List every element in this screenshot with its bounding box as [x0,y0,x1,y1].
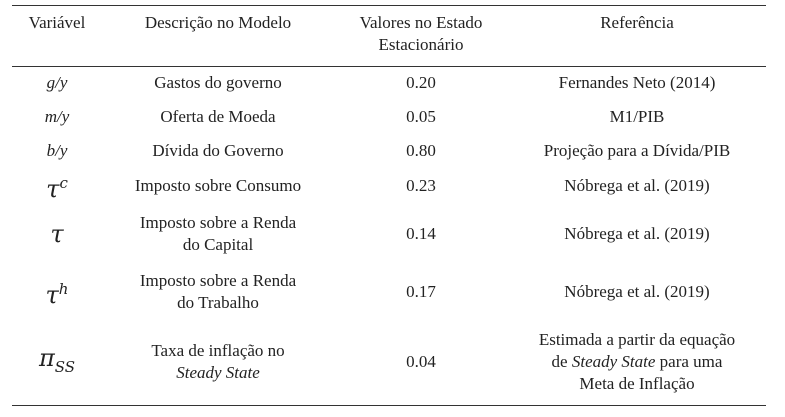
description: Imposto sobre a Renda do Capital [102,204,334,265]
row: m/y Oferta de Moeda 0.05 M1/PIB [12,100,766,134]
header-row: Variável Descrição no Modelo Valores no … [12,5,766,67]
reference: Fernandes Neto (2014) [558,73,716,93]
value: 0.80 [406,140,436,160]
description-line: do Trabalho [177,293,259,312]
variable: g/y [46,73,68,93]
description: Taxa de inflação no Steady State [102,320,334,406]
reference-line: de Steady State para uma [508,351,766,373]
reference: Nóbrega et al. (2019) [564,224,710,243]
description: Imposto sobre Consumo [134,175,302,195]
row: τ Imposto sobre a Renda do Capital 0.14 N… [12,204,766,265]
value: 0.05 [406,106,436,126]
description: Imposto sobre a Renda do Trabalho [102,265,334,320]
header-line: Estacionário [378,35,464,54]
description-line: do Capital [182,235,254,254]
reference: Estimada a partir da equação de Steady St… [508,320,766,406]
header-cell: Variável [28,13,86,32]
row: τh Imposto sobre a Renda do Trabalho 0.17… [12,265,766,320]
variable: b/y [46,140,68,160]
reference: Nóbrega et al. (2019) [564,175,710,195]
value: 0.04 [406,352,436,372]
variable: τh [12,265,102,320]
variable: τc [12,168,102,204]
header-cell: Valores no Estado Estacionário [334,6,508,67]
description-line: Steady State [176,363,260,383]
superscript: h [58,280,69,298]
reference: M1/PIB [609,106,665,126]
variable: m/y [44,106,70,126]
variable: τ [12,204,102,265]
reference-text: para uma [655,352,723,372]
reference-text: Steady State [571,352,656,372]
row: τc Imposto sobre Consumo 0.23 Nóbrega et… [12,168,766,204]
superscript: c [59,173,68,192]
reference-line: Meta de Inflação [579,374,695,394]
description: Oferta de Moeda [160,106,276,126]
header-cell: Descrição no Modelo [144,13,292,32]
symbol: τ [45,281,59,309]
description: Dívida do Governo [152,140,284,160]
value: 0.17 [406,282,436,301]
header-line: Valores no Estado [359,13,483,32]
header-cell: Referência [600,13,674,32]
symbol: τ [50,220,64,248]
symbol: τ [46,174,60,203]
symbol: π [38,343,55,372]
description-line: Taxa de inflação no [151,341,285,361]
reference-text: de [551,352,572,372]
variable: πSS [12,320,102,406]
row: g/y Gastos do governo 0.20 Fernandes Net… [12,67,766,100]
reference: Projeção para a Dívida/PIB [543,140,731,160]
value: 0.20 [406,73,436,93]
row: b/y Dívida do Governo 0.80 Projeção para… [12,134,766,168]
row: πSS Taxa de inflação no Steady State 0.04… [12,320,766,406]
description-line: Imposto sobre a Renda [139,271,297,290]
value: 0.23 [406,175,436,195]
value: 0.14 [406,224,436,243]
reference: Nóbrega et al. (2019) [564,282,710,301]
reference-line: Estimada a partir da equação [538,330,736,350]
description-line: Imposto sobre a Renda [139,213,297,232]
subscript: SS [54,357,76,376]
table: Variável Descrição no Modelo Valores no … [12,5,766,406]
description: Gastos do governo [154,73,282,93]
